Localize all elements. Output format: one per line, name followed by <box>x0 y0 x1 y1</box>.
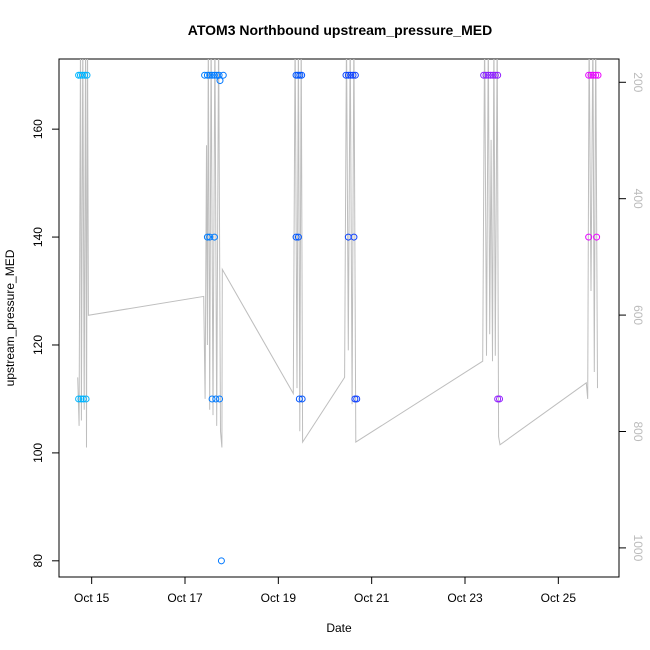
series-line <box>77 59 598 448</box>
y-axis: 80 100 120 140 160 <box>31 119 59 568</box>
scatter-point <box>210 71 218 79</box>
x-axis-label: Date <box>326 621 352 635</box>
scatter-point <box>347 71 355 79</box>
scatter-point <box>494 395 502 403</box>
scatter-point <box>78 71 86 79</box>
scatter-point <box>585 233 593 241</box>
scatter-point <box>349 71 357 79</box>
scatter-point <box>353 395 361 403</box>
scatter-point <box>496 395 504 403</box>
scatter-point <box>589 71 597 79</box>
scatter-point <box>79 395 87 403</box>
scatter-points <box>75 71 602 565</box>
plot-frame <box>58 58 620 578</box>
scatter-point <box>208 71 216 79</box>
scatter-point <box>206 233 214 241</box>
scatter-point <box>212 395 220 403</box>
scatter-point <box>298 395 306 403</box>
scatter-point <box>216 395 224 403</box>
scatter-point <box>296 71 304 79</box>
x-tick-label: Oct 23 <box>447 591 483 605</box>
scatter-point <box>75 395 83 403</box>
x-axis: Oct 15 Oct 17 Oct 19 Oct 21 Oct 23 Oct 25 <box>74 577 576 605</box>
scatter-point <box>213 71 221 79</box>
scatter-point <box>487 71 495 79</box>
y-tick-label: 140 <box>31 227 45 247</box>
scatter-point <box>217 557 225 565</box>
chart-title: ATOM3 Northbound upstream_pressure_MED <box>188 22 492 38</box>
scatter-point <box>210 233 218 241</box>
scatter-point <box>342 71 350 79</box>
scatter-point <box>201 71 209 79</box>
y-tick-label: 160 <box>31 119 45 139</box>
scatter-point <box>292 233 300 241</box>
pressure-trace-line <box>77 59 598 448</box>
scatter-point <box>208 395 216 403</box>
scatter-point <box>294 233 302 241</box>
scatter-point <box>351 395 359 403</box>
right-y-axis: 200 400 600 800 1000 <box>619 72 645 562</box>
x-tick-label: Oct 21 <box>354 591 390 605</box>
scatter-point <box>344 71 352 79</box>
scatter-point <box>351 71 359 79</box>
y-tick-label: 80 <box>31 554 45 568</box>
y-axis-label: upstream_pressure_MED <box>3 249 17 386</box>
scatter-point <box>593 233 601 241</box>
right-y-tick-label: 1000 <box>631 535 645 562</box>
x-tick-label: Oct 17 <box>167 591 203 605</box>
scatter-point <box>587 71 595 79</box>
scatter-point <box>295 395 303 403</box>
scatter-point <box>206 71 214 79</box>
y-tick-label: 120 <box>31 335 45 355</box>
scatter-point <box>494 71 502 79</box>
scatter-point <box>219 71 227 79</box>
scatter-point <box>592 71 600 79</box>
scatter-point <box>484 71 492 79</box>
scatter-point <box>585 71 593 79</box>
scatter-point <box>203 233 211 241</box>
right-y-tick-label: 600 <box>631 305 645 325</box>
scatter-point <box>82 395 90 403</box>
scatter-point <box>491 71 499 79</box>
scatter-point <box>294 71 302 79</box>
x-tick-label: Oct 15 <box>74 591 110 605</box>
scatter-point <box>83 71 91 79</box>
scatter-point <box>350 233 358 241</box>
scatter-point <box>77 395 85 403</box>
scatter-point <box>81 71 89 79</box>
scatter-point <box>489 71 497 79</box>
right-y-tick-label: 800 <box>631 421 645 441</box>
x-tick-label: Oct 19 <box>261 591 297 605</box>
scatter-point <box>76 71 84 79</box>
scatter-point <box>480 71 488 79</box>
x-tick-label: Oct 25 <box>541 591 577 605</box>
scatter-point <box>482 71 490 79</box>
scatter-point <box>594 71 602 79</box>
right-y-tick-label: 200 <box>631 72 645 92</box>
scatter-point <box>203 71 211 79</box>
y-tick-label: 100 <box>31 443 45 463</box>
right-y-tick-label: 400 <box>631 189 645 209</box>
scatter-point <box>216 77 224 85</box>
scatter-point <box>298 71 306 79</box>
